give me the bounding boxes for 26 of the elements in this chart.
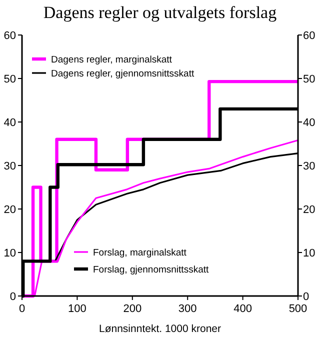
y-tick-label: 50: [4, 74, 16, 86]
y2-tick-label: 0: [303, 291, 310, 303]
legend-label: Dagens regler, gjennomsnittsskatt: [51, 68, 194, 80]
y-tick-label: 40: [4, 117, 16, 129]
chart-title: Dagens regler og utvalgets forslag: [43, 3, 278, 22]
legend-label: Dagens regler, marginalskatt: [51, 54, 172, 66]
legend-label: Forslag, gjennomsnittsskatt: [93, 264, 209, 276]
y2-tick-label: 60: [303, 30, 316, 42]
x-tick-label: 0: [18, 303, 26, 315]
x-tick-label: 100: [68, 303, 86, 315]
legend-label: Forslag, marginalskatt: [93, 248, 187, 258]
y2-tick-label: 30: [303, 160, 316, 172]
y-tick-label: 10: [4, 248, 16, 260]
y2-tick-label: 50: [303, 74, 316, 86]
y-tick-label: 60: [4, 30, 16, 42]
y2-tick-label: 20: [303, 204, 316, 216]
y-tick-label: 30: [4, 160, 16, 172]
x-tick-label: 400: [234, 303, 252, 315]
x-axis-title: Lønnsinntekt. 1000 kroner: [99, 323, 222, 335]
y-tick-label: 0: [10, 291, 16, 303]
y2-tick-label: 40: [303, 117, 316, 129]
x-tick-label: 200: [123, 303, 142, 315]
x-tick-label: 500: [288, 303, 308, 315]
y2-tick-label: 10: [303, 248, 316, 260]
x-tick-label: 300: [178, 303, 197, 315]
y-tick-label: 20: [4, 204, 16, 216]
